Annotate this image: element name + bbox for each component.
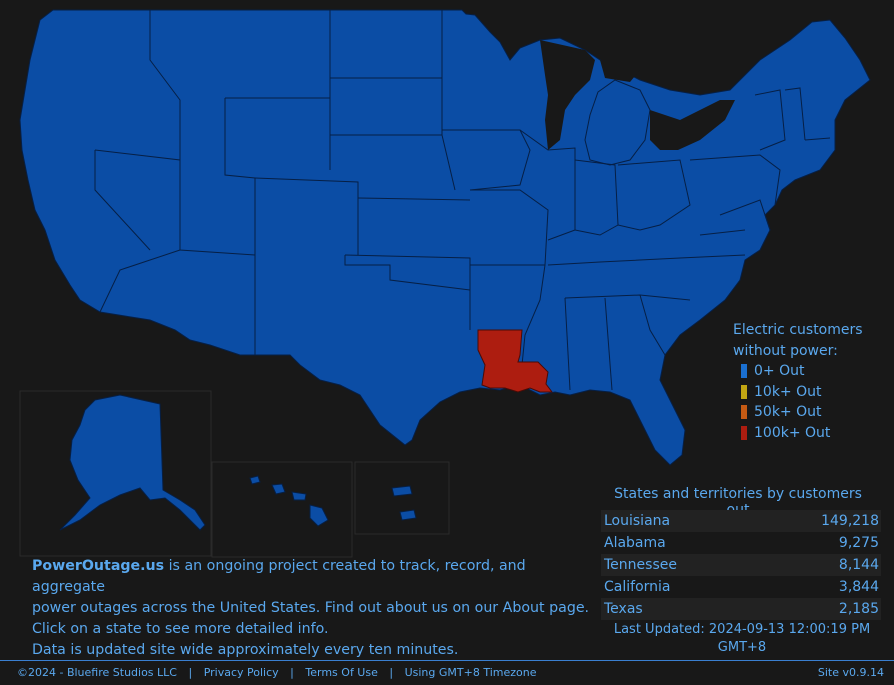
hawaii-state[interactable] xyxy=(249,475,329,527)
legend-swatch-50k xyxy=(741,405,747,420)
table-row[interactable]: Louisiana 149,218 xyxy=(601,510,881,532)
last-updated: Last Updated: 2024-09-13 12:00:19 PM GMT… xyxy=(602,621,882,657)
legend-label-0: 0+ Out xyxy=(754,363,805,379)
table-row[interactable]: California 3,844 xyxy=(601,576,881,598)
legend-label-100k: 100k+ Out xyxy=(754,424,831,441)
puerto-rico-inset xyxy=(354,461,450,535)
state-borders xyxy=(94,10,831,391)
legend-title-line1: Electric customers xyxy=(733,322,863,338)
legend-item-50k: 50k+ Out xyxy=(741,402,863,423)
state-link[interactable]: Texas xyxy=(604,601,643,617)
legend-swatch-0 xyxy=(741,364,747,379)
last-updated-line2: GMT+8 xyxy=(717,640,767,655)
state-link[interactable]: California xyxy=(604,579,671,595)
us-outage-map xyxy=(19,9,871,558)
about-line3: Click on a state to see more detailed in… xyxy=(32,621,329,637)
legend-swatch-100k xyxy=(741,425,747,440)
customer-count: 2,185 xyxy=(838,601,879,617)
alaska-inset xyxy=(19,390,212,557)
brand-name: PowerOutage.us xyxy=(32,558,165,574)
about-link[interactable]: About xyxy=(502,600,545,616)
footer-separator: | xyxy=(188,666,193,679)
footer: ©2024 - Bluefire Studios LLC | Privacy P… xyxy=(0,660,894,685)
alaska-state[interactable] xyxy=(59,394,206,531)
hawaii-inset xyxy=(211,461,353,558)
state-link[interactable]: Louisiana xyxy=(604,513,671,529)
legend-item-10k: 10k+ Out xyxy=(741,382,863,403)
michigan-shape[interactable] xyxy=(584,79,651,166)
about-line2-post: page. xyxy=(544,600,590,616)
about-line1: is an ongoing project created to track, … xyxy=(32,558,526,595)
terms-link[interactable]: Terms Of Use xyxy=(305,666,378,679)
louisiana-state[interactable] xyxy=(477,329,553,393)
last-updated-line1: Last Updated: 2024-09-13 12:00:19 PM xyxy=(613,622,871,637)
about-text: PowerOutage.us is an ongoing project cre… xyxy=(32,556,592,661)
footer-separator: | xyxy=(290,666,294,679)
timezone-link[interactable]: Using GMT+8 Timezone xyxy=(404,666,537,679)
state-link[interactable]: Tennessee xyxy=(604,557,677,573)
legend-item-0: 0+ Out xyxy=(741,361,863,382)
legend-swatch-10k xyxy=(741,384,747,399)
table-row[interactable]: Texas 2,185 xyxy=(601,598,881,620)
legend-item-100k: 100k+ Out xyxy=(741,423,863,444)
privacy-link[interactable]: Privacy Policy xyxy=(203,666,279,679)
customer-count: 149,218 xyxy=(821,513,879,529)
site-version: Site v0.9.14 xyxy=(817,666,884,679)
about-line2-pre: power outages across the United States. … xyxy=(32,600,503,616)
copyright: ©2024 - Bluefire Studios LLC xyxy=(17,666,177,679)
footer-separator: | xyxy=(389,666,394,679)
water-bodies xyxy=(540,40,735,150)
customer-count: 3,844 xyxy=(838,579,879,595)
customer-count: 9,275 xyxy=(838,535,879,551)
outage-legend: Electric customers without power: 0+ Out… xyxy=(733,320,863,443)
legend-label-50k: 50k+ Out xyxy=(754,404,822,420)
puerto-rico-state[interactable] xyxy=(391,485,417,521)
state-link[interactable]: Alabama xyxy=(604,535,666,551)
customer-count: 8,144 xyxy=(838,557,879,573)
table-row[interactable]: Alabama 9,275 xyxy=(601,532,881,554)
states-table: Louisiana 149,218 Alabama 9,275 Tennesse… xyxy=(601,510,881,620)
about-line4: Data is updated site wide approximately … xyxy=(32,642,459,658)
legend-title-line2: without power: xyxy=(733,342,838,359)
table-row[interactable]: Tennessee 8,144 xyxy=(601,554,881,576)
legend-label-10k: 10k+ Out xyxy=(754,383,822,400)
